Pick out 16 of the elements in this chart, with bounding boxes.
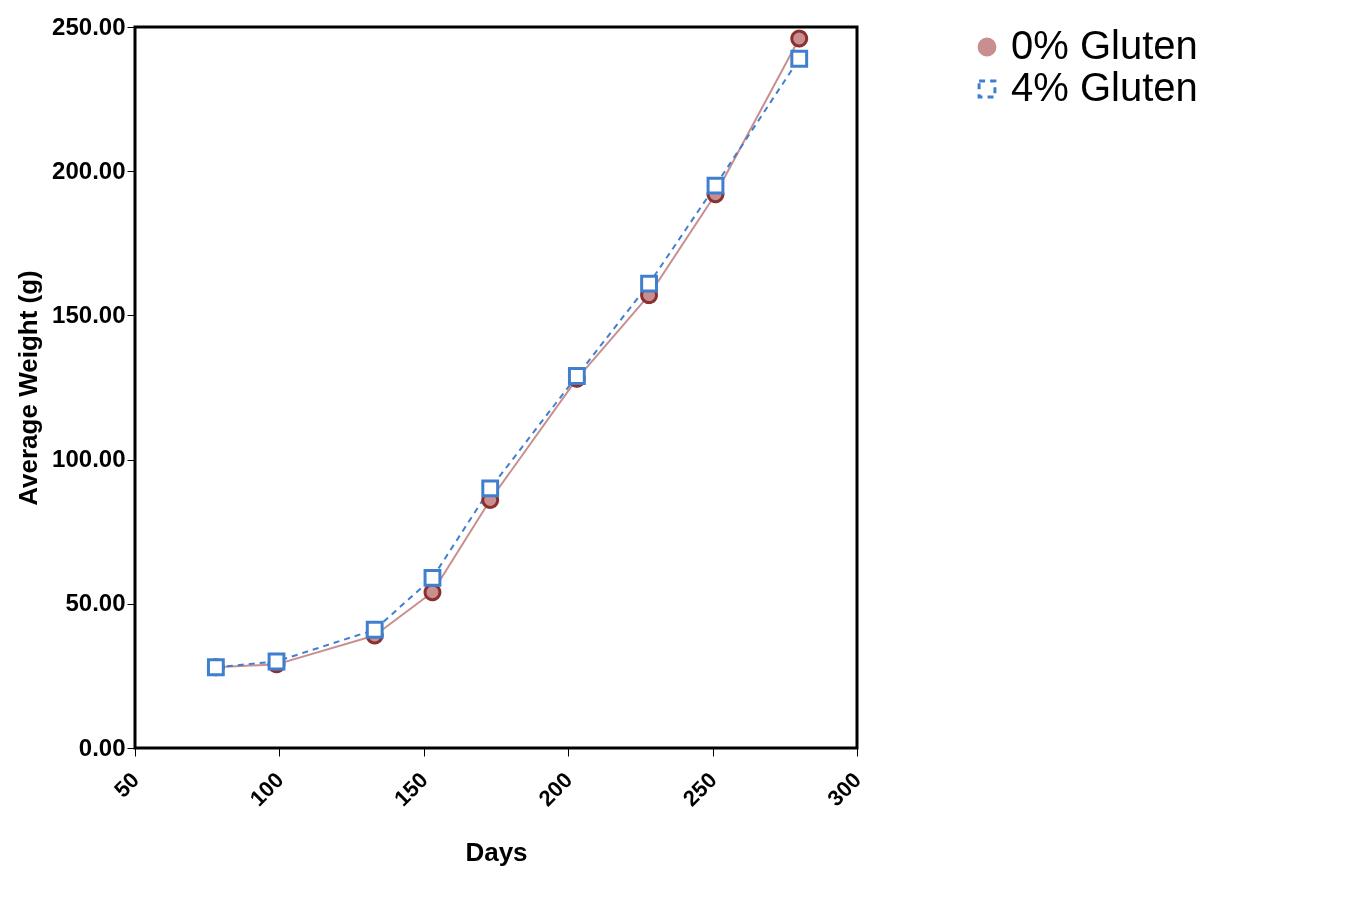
y-tick-label: 50.00 [65, 589, 126, 617]
x-tick-label: 200 [533, 767, 578, 811]
y-tick-label: 200.00 [52, 156, 126, 184]
y-tick-label: 250.00 [52, 12, 126, 40]
x-tick-label: 150 [389, 767, 433, 811]
legend-label: 0% Gluten [1011, 23, 1198, 67]
x-tick-label: 100 [244, 767, 289, 811]
y-axis-title: Average Weight (g) [13, 270, 44, 506]
legend-label: 4% Gluten [1011, 65, 1198, 109]
y-tick-label: 100.00 [52, 445, 126, 473]
y-tick-label: 150.00 [52, 300, 126, 328]
x-tick-label: 300 [822, 767, 866, 811]
x-tick-label: 50 [108, 767, 144, 803]
x-tick-label: 250 [677, 767, 722, 811]
x-axis-title: Days [465, 837, 528, 868]
y-tick-label: 0.00 [78, 733, 126, 761]
